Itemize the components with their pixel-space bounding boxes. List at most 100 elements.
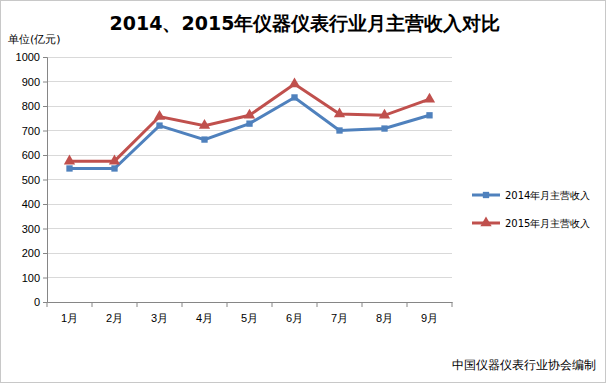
series-line	[70, 97, 430, 168]
y-tick-label: 100	[22, 272, 40, 284]
x-tick: 6月	[286, 302, 303, 324]
series-marker	[334, 108, 345, 118]
legend-item: 2015年月主营收入	[472, 216, 590, 229]
grid-line	[47, 155, 452, 156]
x-tick: 8月	[376, 302, 393, 324]
series-line	[70, 84, 430, 161]
grid-line	[47, 277, 452, 278]
series-marker	[201, 136, 207, 142]
x-tick: 5月	[241, 302, 258, 324]
grid-line	[47, 57, 452, 58]
x-category-separator	[137, 302, 138, 307]
x-tick-label: 5月	[241, 312, 258, 324]
y-tick: 100	[22, 272, 47, 284]
x-category-separator	[407, 302, 408, 307]
y-tick-label: 800	[22, 100, 40, 112]
y-tick: 500	[22, 174, 47, 186]
series-marker	[111, 165, 117, 171]
y-tick-mark	[43, 253, 47, 254]
title: 2014、2015年仪器仪表行业月主营收入对比	[110, 12, 501, 34]
y-tick-mark	[43, 106, 47, 107]
grid-line	[47, 302, 452, 303]
y-tick-mark	[43, 229, 47, 230]
series-marker	[156, 122, 162, 128]
x-tick: 2月	[106, 302, 123, 324]
series-marker	[109, 155, 120, 165]
series-marker	[381, 125, 387, 131]
x-tick-label: 1月	[61, 312, 78, 324]
series-marker	[424, 93, 435, 103]
series-group	[64, 77, 435, 171]
x-axis: 1月 2月 3月 4月 5月 6月 7月 8月 9月	[47, 302, 453, 324]
y-tick-mark	[43, 57, 47, 58]
y-tick-label: 600	[22, 149, 40, 161]
x-category-separator	[227, 302, 228, 307]
annotation: 中国仪器仪表行业协会编制	[452, 358, 596, 372]
y-tick: 300	[22, 223, 47, 235]
series-marker	[66, 165, 72, 171]
series-marker	[154, 110, 165, 120]
y-tick-mark	[43, 204, 47, 205]
grid-line	[47, 204, 452, 205]
series-marker	[244, 109, 255, 119]
y-tick-label: 200	[22, 247, 40, 259]
grid-line	[47, 81, 452, 82]
y-tick-label: 0	[34, 296, 40, 308]
x-axis-line	[48, 302, 453, 303]
y-tick: 0	[34, 296, 47, 308]
x-category-separator	[362, 302, 363, 307]
y-tick-label: 300	[22, 223, 40, 235]
y-axis: 0 100 200 300 400 500 600 700 800 900 1000	[16, 51, 48, 308]
x-tick-label: 2月	[106, 312, 123, 324]
legend-marker	[483, 192, 489, 198]
y-tick: 1000	[16, 51, 47, 63]
y-tick: 800	[22, 100, 47, 112]
x-tick-label: 3月	[151, 312, 168, 324]
x-tick-label: 8月	[376, 312, 393, 324]
series-marker	[336, 127, 342, 133]
x-tick-label: 4月	[196, 312, 213, 324]
y-tick: 600	[22, 149, 47, 161]
y-tick-label: 900	[22, 76, 40, 88]
y-tick-mark	[43, 302, 47, 303]
series-marker	[64, 155, 75, 165]
x-category-separator	[452, 302, 453, 307]
series-marker	[291, 94, 297, 100]
series-marker	[199, 119, 210, 129]
chart: 0 100 200 300 400 500 600 700 800 900 1000 1月 2月 3月 4月…	[0, 0, 606, 383]
grid-line	[47, 253, 452, 254]
grid-line	[47, 106, 452, 107]
grid	[47, 57, 452, 302]
x-tick: 9月	[421, 302, 438, 324]
x-category-separator	[272, 302, 273, 307]
x-category-separator	[92, 302, 93, 307]
y-tick-label: 700	[22, 125, 40, 137]
y-tick: 900	[22, 76, 47, 88]
grid-line	[47, 228, 452, 229]
y-axis-line	[43, 58, 48, 303]
x-category-separator	[317, 302, 318, 307]
legend-item: 2014年月主营收入	[472, 190, 590, 201]
series-marker	[246, 120, 252, 126]
legend-label: 2015年月主营收入	[505, 218, 590, 229]
y-tick: 200	[22, 247, 47, 259]
y-tick-label: 400	[22, 198, 40, 210]
y-tick-label: 500	[22, 174, 40, 186]
legend-label: 2014年月主营收入	[505, 190, 590, 201]
x-category-separator	[182, 302, 183, 307]
y-tick-mark	[43, 131, 47, 132]
chart-border	[1, 1, 606, 383]
x-tick: 3月	[151, 302, 168, 324]
y-tick: 400	[22, 198, 47, 210]
y-tick-mark	[43, 278, 47, 279]
grid-line	[47, 179, 452, 180]
y-tick-mark	[43, 180, 47, 181]
legend: 2014年月主营收入 2015年月主营收入	[472, 190, 590, 229]
series-marker	[289, 77, 300, 87]
y-tick-mark	[43, 155, 47, 156]
y-tick-label: 1000	[16, 51, 40, 63]
series-marker	[379, 109, 390, 119]
series-marker	[426, 112, 432, 118]
x-tick: 4月	[196, 302, 213, 324]
x-tick-label: 7月	[331, 312, 348, 324]
